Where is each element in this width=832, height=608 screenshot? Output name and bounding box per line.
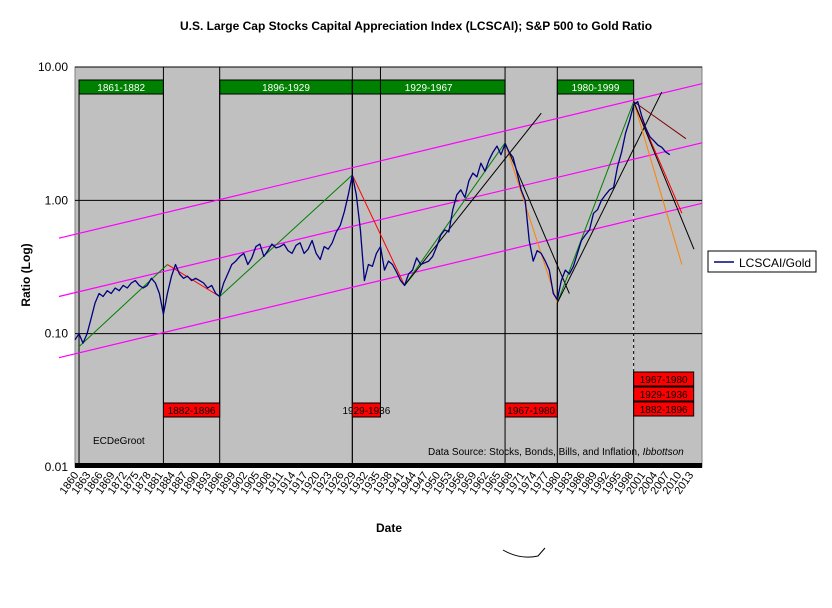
x-axis-line [75, 463, 702, 468]
scribble-mark [502, 547, 546, 558]
trend-line [351, 174, 406, 286]
period-label: 1861-1882 [97, 83, 145, 94]
data-source-text: Data Source: Stocks, Bonds, Bills, and I… [428, 447, 643, 458]
x-axis-title: Date [376, 521, 402, 535]
summary-label: 1882-1896 [640, 405, 688, 416]
summary-label: 1929-1936 [640, 390, 688, 401]
trend-line [633, 101, 687, 140]
trend-line [504, 142, 558, 304]
y-tick-labels: 10.00 1.00 0.10 0.01 [38, 60, 68, 474]
period-label: 1929-1967 [405, 83, 453, 94]
grid [75, 66, 702, 335]
author-note: ECDeGroot [93, 436, 145, 447]
period-label: 1980-1999 [572, 83, 620, 94]
period-box [162, 402, 221, 418]
trend-line [404, 112, 542, 286]
y-tick-label: 0.10 [45, 327, 69, 341]
y-tick-label: 10.00 [38, 60, 68, 74]
trend-line [633, 101, 695, 250]
channel-line [58, 202, 703, 359]
trend-line [219, 174, 353, 297]
series-lines [74, 100, 671, 344]
summary-label: 1967-1980 [640, 375, 688, 386]
plot-area [74, 66, 703, 468]
x-tick-labels: 1860186318661869187218751878188118841887… [58, 470, 697, 497]
summary-box [633, 386, 695, 402]
period-label: 1882-1896 [168, 406, 216, 417]
period-label: 1896-1929 [262, 83, 310, 94]
trend-line [404, 142, 506, 286]
channel-lines [58, 83, 703, 359]
period-label: 1929-1936 [342, 406, 390, 417]
channel-line [58, 83, 703, 239]
y-tick-label: 1.00 [45, 193, 69, 207]
trend-line [167, 264, 220, 297]
data-source-note: Data Source: Stocks, Bonds, Bills, and I… [428, 447, 684, 458]
y-tick-label: 0.01 [45, 460, 69, 474]
trend-line [78, 264, 168, 347]
chart-title: U.S. Large Cap Stocks Capital Appreciati… [180, 19, 652, 33]
period-box [351, 402, 381, 418]
summary-box [633, 401, 695, 417]
series-line-lcscai-gold [74, 100, 671, 344]
y-axis-title: Ratio (Log) [19, 243, 33, 306]
period-box [504, 402, 558, 418]
period-label: 1967-1980 [507, 406, 555, 417]
legend-label: LCSCAI/Gold [739, 256, 811, 270]
legend-box [707, 250, 817, 273]
channel-line [58, 142, 703, 298]
summary-box [633, 371, 695, 387]
trend-line [556, 101, 635, 304]
data-source-italic: Ibbottson [643, 447, 685, 458]
trend-line [633, 101, 683, 265]
period-boxes: 1861-1882 1896-1929 1929-1967 1980-1999 1882… [78, 67, 695, 467]
legend: LCSCAI/Gold [707, 250, 817, 273]
